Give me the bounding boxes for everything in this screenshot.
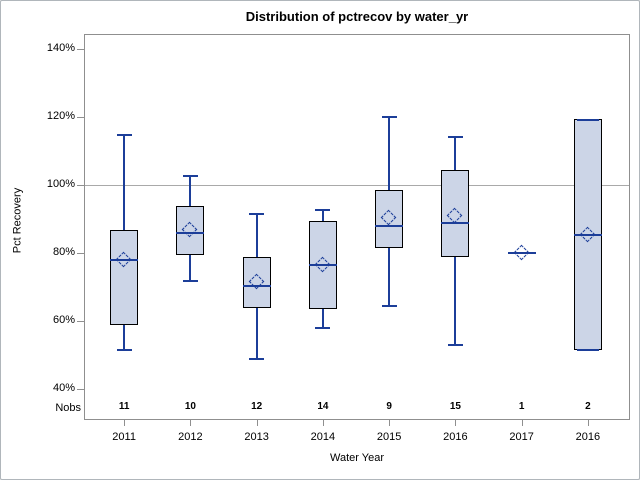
y-tick-label: 100% [46,178,75,191]
x-category-label: 2014 [310,431,336,443]
x-tick-mark [322,420,324,426]
y-tick-mark [77,389,84,391]
x-category-label: 2012 [178,431,203,443]
y-tick-label: 40% [52,382,75,395]
y-tick-mark [77,321,84,323]
y-tick-label: 120% [46,110,75,123]
median-line [110,259,139,262]
y-tick-mark [77,185,84,187]
boxplot-box [242,256,271,308]
nobs-value: 15 [449,401,461,412]
x-tick-mark [389,420,391,426]
nobs-value: 12 [251,401,263,412]
x-tick-mark [455,420,457,426]
x-category-label: 2013 [244,431,269,443]
nobs-value: 9 [386,401,392,412]
whisker-cap-high [315,209,331,212]
y-axis-label: Pct Recovery [11,187,24,254]
x-category-label: 2016 [575,431,601,443]
y-tick-label: 60% [52,314,75,327]
whisker-cap-low [182,279,198,282]
whisker-cap-high [381,115,397,118]
whisker-cap-low [381,305,397,308]
x-category-label: 2015 [376,431,402,443]
nobs-value: 10 [184,401,196,412]
whisker-cap-low [315,327,331,330]
x-category-label: 2016 [443,431,468,443]
whisker-cap-high [182,175,198,178]
median-line [242,284,271,287]
boxplot-box [110,229,139,325]
chart-title: Distribution of pctrecov by water_yr [245,9,469,24]
median-line [308,264,337,267]
x-tick-mark [521,420,523,426]
x-tick-mark [256,420,258,426]
whisker-cap-high [447,136,463,139]
boxplot-box [176,205,205,256]
x-category-label: 2011 [112,431,136,443]
x-category-label: 2017 [509,431,534,443]
whisker-cap-low [576,349,599,352]
whisker-cap-high [116,134,132,137]
whisker-cap-high [249,212,265,215]
median-line [441,221,470,224]
nobs-value: 11 [118,401,130,412]
y-tick-mark [77,49,84,51]
whisker-cap-high [576,119,599,122]
y-tick-mark [77,117,84,119]
median-line [375,225,404,228]
x-tick-mark [587,420,589,426]
median-line [573,233,602,236]
whisker-cap-low [116,349,132,352]
y-tick-mark [77,253,84,255]
x-axis-label: Water Year [329,452,384,464]
plot-area-frame [84,34,630,420]
reference-line-100pct [85,185,629,187]
nobs-value: 2 [585,401,591,412]
whisker-cap-low [447,344,463,347]
nobs-value: 1 [518,401,525,412]
whisker-cap-low [249,357,265,360]
y-tick-label: 140% [46,42,75,55]
boxplot-box [375,190,404,249]
median-line [176,231,205,234]
boxplot-box [441,170,470,257]
y-tick-label: 80% [52,246,75,259]
x-tick-mark [190,420,192,426]
x-tick-mark [124,420,126,426]
median-line [507,252,536,255]
nobs-row-label: Nobs [55,402,81,414]
nobs-value: 14 [317,401,329,412]
